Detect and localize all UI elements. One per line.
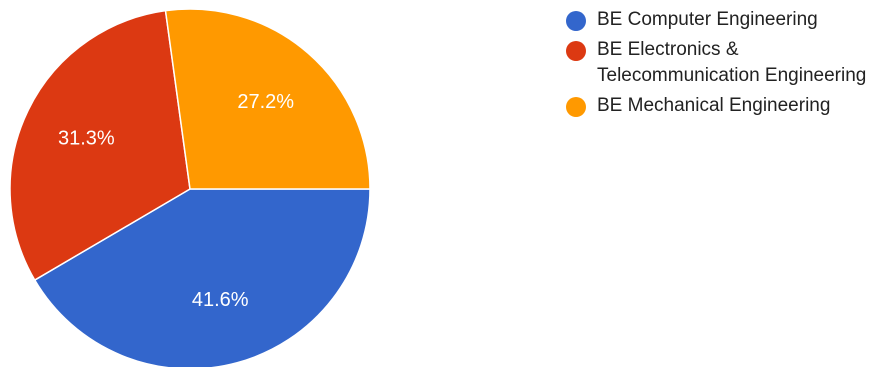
pie-slice-computer-engineering[interactable] (33, 188, 371, 367)
pie-slice-electronics-telecom-engineering[interactable] (9, 9, 191, 281)
legend-swatch-mechanical-engineering (566, 97, 586, 117)
slice-label-mechanical-engineering: 27.2% (237, 91, 294, 113)
legend-label-computer-engineering: BE Computer Engineering (597, 9, 818, 30)
pie-chart: 41.6% 31.3% 27.2% (9, 8, 371, 367)
legend-swatch-electronics-telecom-engineering (566, 41, 586, 61)
legend-swatch-computer-engineering (566, 11, 586, 31)
legend-item-mechanical-engineering[interactable]: BE Mechanical Engineering (566, 95, 892, 119)
slice-label-computer-engineering: 41.6% (192, 289, 249, 311)
slice-label-electronics-telecom-engineering: 31.3% (58, 128, 115, 150)
chart-legend: BE Computer Engineering BE Electronics &… (566, 9, 892, 126)
pie-slice-mechanical-engineering[interactable] (164, 8, 371, 190)
legend-label-electronics-telecom-engineering: BE Electronics & Telecommunication Engin… (597, 39, 867, 86)
legend-item-electronics-telecom-engineering[interactable]: BE Electronics & Telecommunication Engin… (566, 39, 892, 89)
legend-item-computer-engineering[interactable]: BE Computer Engineering (566, 9, 892, 33)
legend-label-mechanical-engineering: BE Mechanical Engineering (597, 95, 831, 116)
